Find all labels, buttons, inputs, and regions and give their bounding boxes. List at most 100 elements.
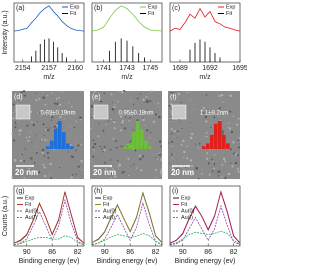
series-line xyxy=(91,232,163,245)
texture-dot xyxy=(45,126,47,128)
texture-dot xyxy=(175,168,179,171)
texture-dot xyxy=(27,139,30,142)
legend-label: Exp xyxy=(103,195,112,201)
texture-dot xyxy=(202,106,205,109)
x-tick-label: 86 xyxy=(48,249,56,256)
panel-label: (h) xyxy=(94,188,103,195)
texture-dot xyxy=(205,135,208,138)
texture-dot xyxy=(237,146,240,149)
x-tick-label: 1743 xyxy=(119,65,135,72)
legend-label: Fit xyxy=(148,11,155,17)
series-line xyxy=(169,190,241,244)
texture-dot xyxy=(130,109,133,111)
x-tick-label: 86 xyxy=(126,249,134,256)
texture-dot xyxy=(234,153,238,156)
texture-dot xyxy=(51,115,54,119)
texture-dot xyxy=(115,140,117,143)
texture-dot xyxy=(12,117,15,120)
texture-dot xyxy=(150,90,153,93)
histogram-bar xyxy=(70,146,74,149)
texture-dot xyxy=(189,136,193,140)
texture-dot xyxy=(128,120,131,122)
histogram-bar xyxy=(226,143,230,149)
texture-dot xyxy=(14,121,17,123)
texture-dot xyxy=(108,172,110,174)
texture-dot xyxy=(81,168,83,171)
texture-dot xyxy=(228,127,232,130)
texture-dot xyxy=(67,151,69,153)
texture-dot xyxy=(41,138,44,141)
texture-dot xyxy=(170,128,173,131)
panel-label: (g) xyxy=(16,188,25,195)
texture-dot xyxy=(68,102,70,104)
texture-dot xyxy=(58,103,61,106)
texture-dot xyxy=(170,119,172,122)
texture-dot xyxy=(227,122,229,125)
scale-bar-label: 20 nm xyxy=(171,168,194,177)
x-tick-label: 82 xyxy=(230,249,238,256)
texture-dot xyxy=(36,121,38,123)
texture-dot xyxy=(49,127,51,129)
texture-dot xyxy=(33,162,36,164)
size-label: 1.1±0.2nm xyxy=(200,111,228,117)
series-line xyxy=(13,198,85,246)
series-line xyxy=(91,192,163,243)
texture-dot xyxy=(117,168,119,170)
texture-dot xyxy=(75,173,77,176)
texture-dot xyxy=(35,151,38,154)
texture-dot xyxy=(97,135,100,138)
texture-dot xyxy=(213,162,216,164)
texture-dot xyxy=(79,90,82,92)
texture-dot xyxy=(73,126,76,129)
texture-dot xyxy=(173,136,175,138)
texture-dot xyxy=(43,138,45,140)
series-line xyxy=(169,7,241,32)
series-line xyxy=(13,192,85,244)
x-tick-label: 82 xyxy=(152,249,160,256)
histogram-bar xyxy=(136,121,140,149)
texture-dot xyxy=(115,146,118,149)
texture-dot xyxy=(92,124,94,126)
x-tick-label: 2154 xyxy=(15,65,31,72)
texture-dot xyxy=(190,132,194,136)
texture-dot xyxy=(30,157,33,160)
texture-dot xyxy=(99,145,101,148)
texture-dot xyxy=(201,173,203,175)
texture-dot xyxy=(168,163,171,165)
texture-dot xyxy=(28,135,31,138)
texture-dot xyxy=(154,168,157,171)
texture-dot xyxy=(121,122,123,125)
texture-dot xyxy=(171,145,173,147)
texture-dot xyxy=(136,167,138,169)
texture-dot xyxy=(207,162,210,165)
x-axis-label: Binding energy (ev) xyxy=(175,258,236,265)
texture-dot xyxy=(93,142,97,146)
texture-dot xyxy=(229,162,232,164)
x-axis-label: m/z xyxy=(199,74,211,81)
texture-dot xyxy=(129,117,131,119)
texture-dot xyxy=(156,158,159,160)
texture-dot xyxy=(19,119,21,121)
texture-dot xyxy=(28,173,31,176)
texture-dot xyxy=(69,144,72,146)
texture-dot xyxy=(152,120,156,123)
texture-dot xyxy=(182,139,185,143)
texture-dot xyxy=(98,95,101,98)
panel-label: (i) xyxy=(172,188,178,195)
texture-dot xyxy=(149,131,152,134)
texture-dot xyxy=(229,110,232,113)
panel-label: (d) xyxy=(14,94,23,101)
texture-dot xyxy=(221,131,224,134)
texture-dot xyxy=(42,96,45,99)
size-label: 0.93±0.19nm xyxy=(41,111,76,117)
texture-dot xyxy=(232,115,234,117)
texture-dot xyxy=(173,173,177,176)
texture-dot xyxy=(46,94,49,97)
texture-dot xyxy=(117,166,120,168)
y-axis-label: Counts (a.u.) xyxy=(2,196,9,236)
texture-dot xyxy=(129,100,132,102)
texture-dot xyxy=(43,155,46,157)
texture-dot xyxy=(40,109,42,112)
texture-dot xyxy=(237,170,240,173)
